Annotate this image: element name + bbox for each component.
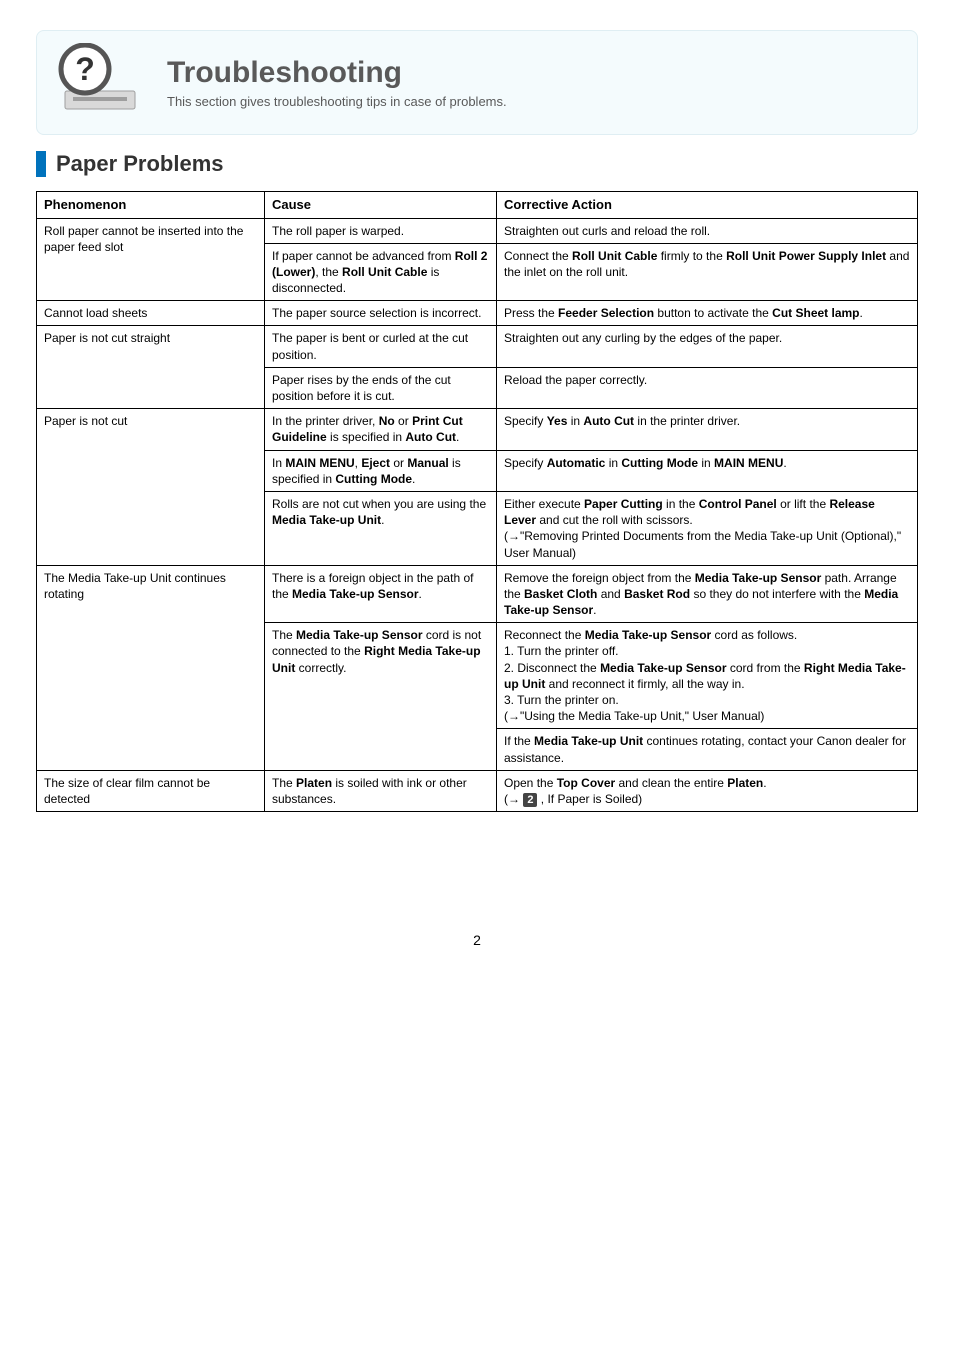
header-banner: ? Troubleshooting This section gives tro… [36, 30, 918, 135]
table-row: The Media Take-up Unit continues rotatin… [37, 565, 918, 623]
cell-action: Reload the paper correctly. [497, 367, 918, 408]
cell-action: Straighten out any curling by the edges … [497, 326, 918, 367]
cell-cause: In the printer driver, No or Print Cut G… [265, 409, 497, 450]
cell-action: Open the Top Cover and clean the entire … [497, 770, 918, 811]
table-row: Cannot load sheetsThe paper source selec… [37, 301, 918, 326]
cell-action: Specify Automatic in Cutting Mode in MAI… [497, 450, 918, 491]
svg-text:?: ? [75, 51, 95, 87]
cell-phenomenon: The size of clear film cannot be detecte… [37, 770, 265, 811]
page-title: Troubleshooting [167, 56, 507, 90]
table-row: The size of clear film cannot be detecte… [37, 770, 918, 811]
cell-action: Straighten out curls and reload the roll… [497, 218, 918, 243]
th-cause: Cause [265, 192, 497, 219]
cell-cause: The paper source selection is incorrect. [265, 301, 497, 326]
table-row: Roll paper cannot be inserted into the p… [37, 218, 918, 243]
cell-cause: If paper cannot be advanced from Roll 2 … [265, 243, 497, 301]
cell-phenomenon: Paper is not cut straight [37, 326, 265, 409]
header-text-block: Troubleshooting This section gives troub… [167, 56, 507, 109]
section-title-row: Paper Problems [36, 151, 918, 177]
cell-action: Reconnect the Media Take-up Sensor cord … [497, 623, 918, 729]
table-header-row: Phenomenon Cause Corrective Action [37, 192, 918, 219]
cell-cause: The Platen is soiled with ink or other s… [265, 770, 497, 811]
page-number: 2 [36, 932, 918, 948]
th-action: Corrective Action [497, 192, 918, 219]
question-printer-icon: ? [55, 43, 145, 122]
cell-cause: There is a foreign object in the path of… [265, 565, 497, 623]
table-row: Paper is not cutIn the printer driver, N… [37, 409, 918, 450]
cell-action: Remove the foreign object from the Media… [497, 565, 918, 623]
cell-action: Press the Feeder Selection button to act… [497, 301, 918, 326]
cell-action: Specify Yes in Auto Cut in the printer d… [497, 409, 918, 450]
cell-cause: The paper is bent or curled at the cut p… [265, 326, 497, 367]
cell-cause: The roll paper is warped. [265, 218, 497, 243]
th-phenomenon: Phenomenon [37, 192, 265, 219]
cell-phenomenon: Paper is not cut [37, 409, 265, 566]
table-body: Roll paper cannot be inserted into the p… [37, 218, 918, 812]
cell-cause: Paper rises by the ends of the cut posit… [265, 367, 497, 408]
troubleshooting-table: Phenomenon Cause Corrective Action Roll … [36, 191, 918, 812]
section-heading: Paper Problems [56, 151, 224, 177]
cell-phenomenon: Roll paper cannot be inserted into the p… [37, 218, 265, 301]
cell-action: If the Media Take-up Unit continues rota… [497, 729, 918, 770]
page-subtitle: This section gives troubleshooting tips … [167, 94, 507, 109]
cell-phenomenon: The Media Take-up Unit continues rotatin… [37, 565, 265, 770]
cell-cause: The Media Take-up Sensor cord is not con… [265, 623, 497, 771]
table-row: Paper is not cut straightThe paper is be… [37, 326, 918, 367]
cell-cause: Rolls are not cut when you are using the… [265, 491, 497, 565]
cell-cause: In MAIN MENU, Eject or Manual is specifi… [265, 450, 497, 491]
cell-phenomenon: Cannot load sheets [37, 301, 265, 326]
accent-bar [36, 151, 46, 177]
cell-action: Either execute Paper Cutting in the Cont… [497, 491, 918, 565]
cell-action: Connect the Roll Unit Cable firmly to th… [497, 243, 918, 301]
